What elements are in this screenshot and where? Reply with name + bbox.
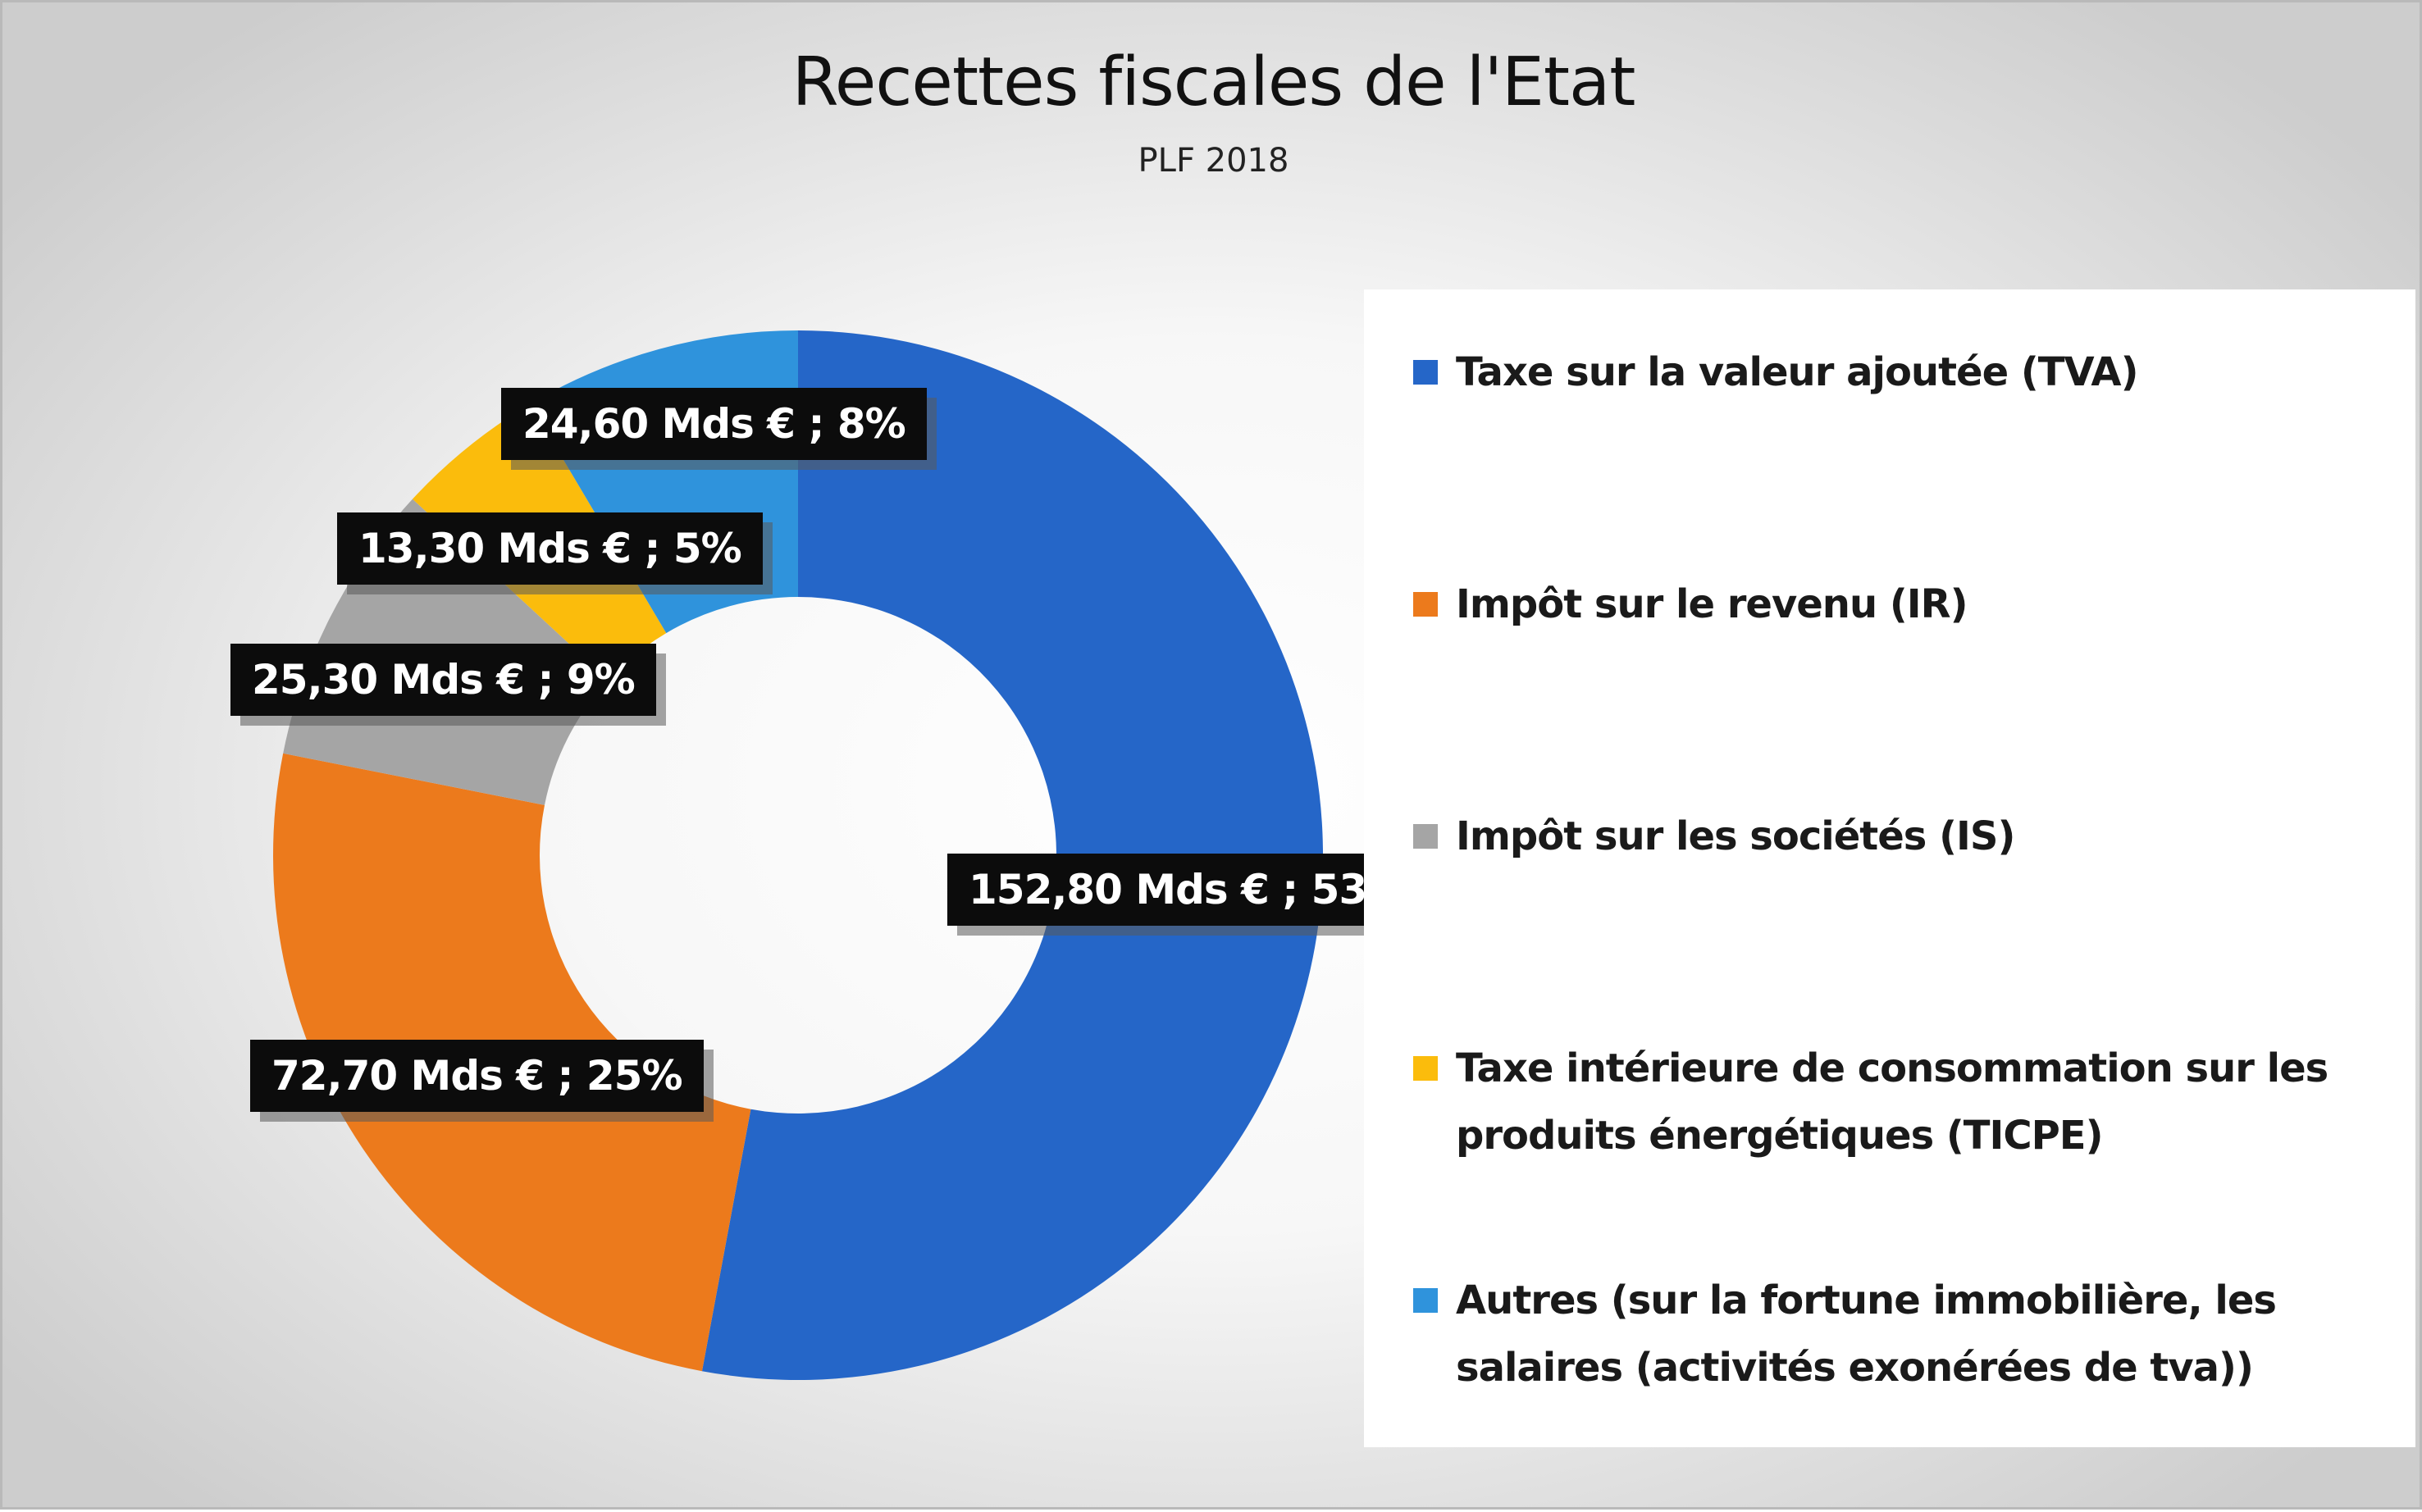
chart-title: Recettes fiscales de l'Etat: [791, 43, 1636, 121]
legend-label: Taxe sur la valeur ajoutée (TVA): [1456, 349, 2139, 395]
legend: Taxe sur la valeur ajoutée (TVA) Impôt s…: [1364, 289, 2415, 1447]
legend-swatch: [1413, 824, 1438, 849]
data-label-ir: 72,70 Mds € ; 25%: [250, 1040, 704, 1112]
legend-swatch: [1413, 360, 1438, 385]
legend-label: Autres (sur la fortune immobilière, les …: [1456, 1277, 2277, 1391]
data-label-ticpe: 13,30 Mds € ; 5%: [337, 512, 763, 585]
legend-swatch: [1413, 1288, 1438, 1313]
data-label-tva: 152,80 Mds € ; 53%: [947, 854, 1429, 926]
legend-label: Impôt sur le revenu (IR): [1456, 581, 1968, 627]
chart-subtitle: PLF 2018: [1138, 142, 1289, 180]
legend-swatch: [1413, 592, 1438, 617]
data-label-is: 25,30 Mds € ; 9%: [230, 644, 656, 716]
data-label-autres: 24,60 Mds € ; 8%: [501, 388, 927, 460]
legend-label: Taxe intérieure de consommation sur les …: [1456, 1045, 2328, 1159]
slice-tva: [701, 330, 1323, 1380]
legend-swatch: [1413, 1056, 1438, 1081]
legend-label: Impôt sur les sociétés (IS): [1456, 813, 2015, 859]
